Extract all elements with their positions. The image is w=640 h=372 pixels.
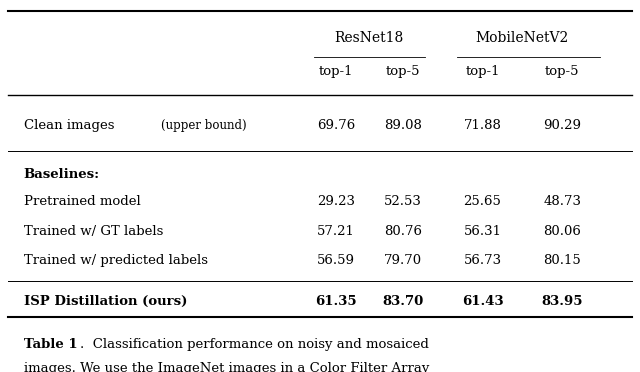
Text: Table 1: Table 1	[24, 338, 77, 351]
Text: 48.73: 48.73	[543, 195, 581, 208]
Text: top-1: top-1	[319, 65, 353, 78]
Text: Trained w/ GT labels: Trained w/ GT labels	[24, 225, 163, 238]
Text: .  Classification performance on noisy and mosaiced: . Classification performance on noisy an…	[80, 338, 429, 351]
Text: Clean images: Clean images	[24, 119, 118, 132]
Text: top-5: top-5	[385, 65, 420, 78]
Text: top-1: top-1	[465, 65, 500, 78]
Text: 83.70: 83.70	[382, 295, 424, 308]
Text: 80.06: 80.06	[543, 225, 581, 238]
Text: Pretrained model: Pretrained model	[24, 195, 140, 208]
Text: 25.65: 25.65	[463, 195, 501, 208]
Text: 83.95: 83.95	[541, 295, 583, 308]
Text: 61.43: 61.43	[461, 295, 503, 308]
Text: (upper bound): (upper bound)	[161, 119, 246, 132]
Text: top-5: top-5	[545, 65, 579, 78]
Text: 90.29: 90.29	[543, 119, 581, 132]
Text: Baselines:: Baselines:	[24, 168, 100, 181]
Text: 61.35: 61.35	[315, 295, 356, 308]
Text: 71.88: 71.88	[463, 119, 501, 132]
Text: ISP Distillation (ours): ISP Distillation (ours)	[24, 295, 187, 308]
Text: 56.31: 56.31	[463, 225, 502, 238]
Text: 56.59: 56.59	[317, 254, 355, 267]
Text: 52.53: 52.53	[384, 195, 422, 208]
Text: 80.15: 80.15	[543, 254, 581, 267]
Text: 79.70: 79.70	[384, 254, 422, 267]
Text: MobileNetV2: MobileNetV2	[476, 31, 569, 45]
Text: 29.23: 29.23	[317, 195, 355, 208]
Text: 57.21: 57.21	[317, 225, 355, 238]
Text: ResNet18: ResNet18	[335, 31, 404, 45]
Text: 56.73: 56.73	[463, 254, 502, 267]
Text: 69.76: 69.76	[317, 119, 355, 132]
Text: 89.08: 89.08	[384, 119, 422, 132]
Text: images. We use the ImageNet images in a Color Filter Array: images. We use the ImageNet images in a …	[24, 362, 429, 372]
Text: 80.76: 80.76	[384, 225, 422, 238]
Text: Trained w/ predicted labels: Trained w/ predicted labels	[24, 254, 208, 267]
